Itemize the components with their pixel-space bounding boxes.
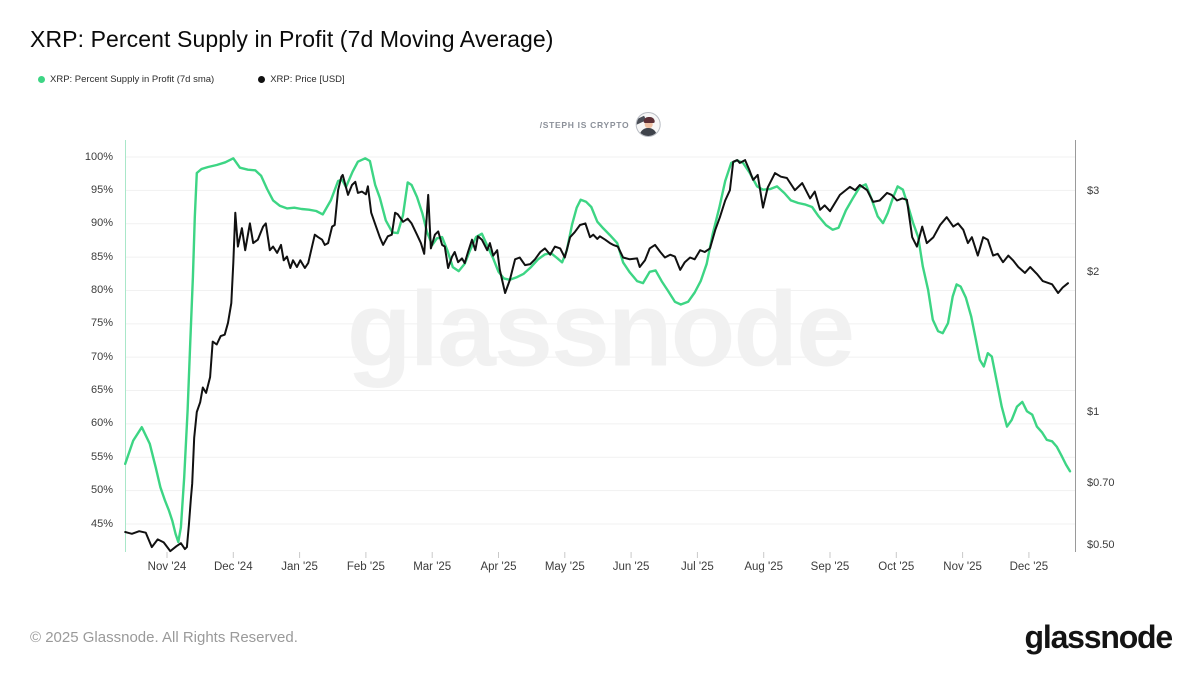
footer-copyright: © 2025 Glassnode. All Rights Reserved. (30, 629, 298, 646)
y-axis-left-label: 50% (90, 484, 113, 497)
x-axis-label: Nov '25 (943, 561, 982, 573)
x-axis-label: Jun '25 (612, 561, 650, 573)
y-axis-right-label: $0.70 (1087, 477, 1115, 490)
y-axis-left-label: 90% (90, 217, 113, 230)
legend-item-supply-in-profit[interactable]: XRP: Percent Supply in Profit (7d sma) (38, 74, 214, 85)
x-axis-label: Sep '25 (810, 561, 850, 573)
legend-label: XRP: Price [USD] (270, 74, 345, 85)
legend: XRP: Percent Supply in Profit (7d sma) X… (38, 74, 345, 85)
y-axis-left-label: 100% (84, 150, 113, 163)
x-axis-label: Mar '25 (413, 561, 452, 573)
y-axis-right-label: $0.50 (1087, 538, 1115, 551)
author-badge: /STEPH IS CRYPTO (540, 112, 661, 137)
price-line (124, 159, 1069, 553)
x-axis-label: Oct '25 (878, 561, 915, 573)
legend-item-price[interactable]: XRP: Price [USD] (258, 74, 345, 85)
x-axis-label: Jan '25 (281, 561, 318, 573)
author-badge-text: /STEPH IS CRYPTO (539, 119, 630, 130)
legend-dot-black-icon (258, 76, 266, 83)
x-axis-label: Dec '24 (213, 561, 253, 573)
legend-dot-green-icon (38, 76, 45, 83)
y-axis-left-label: 70% (90, 350, 113, 363)
x-axis-label: Jul '25 (680, 561, 714, 573)
y-axis-left-label: 65% (90, 384, 113, 397)
supply-in-profit-line (124, 157, 1072, 544)
x-axis-label: Aug '25 (744, 561, 784, 573)
x-axis-label: Dec '25 (1009, 561, 1049, 573)
y-axis-left-label: 55% (90, 450, 113, 463)
y-axis-left-label: 75% (90, 317, 113, 330)
x-axis-label: Feb '25 (346, 561, 385, 573)
y-axis-left-label: 95% (90, 183, 113, 196)
legend-label: XRP: Percent Supply in Profit (7d sma) (50, 74, 215, 85)
y-axis-left-label: 85% (90, 250, 113, 263)
y-axis-left-label: 60% (90, 417, 113, 430)
author-avatar (635, 112, 661, 137)
y-axis-right-label: $1 (1087, 405, 1100, 418)
page-title: XRP: Percent Supply in Profit (7d Moving… (30, 26, 554, 52)
glassnode-logo: glassnode (1024, 619, 1174, 655)
y-axis-right-label: $3 (1087, 185, 1100, 198)
x-axis-label: Nov '24 (147, 561, 187, 573)
y-axis-right-label: $2 (1087, 266, 1100, 279)
x-axis-label: May '25 (544, 561, 585, 573)
x-axis-label: Apr '25 (480, 561, 517, 573)
y-axis-left-label: 80% (90, 283, 113, 296)
y-axis-left-label: 45% (90, 517, 113, 530)
